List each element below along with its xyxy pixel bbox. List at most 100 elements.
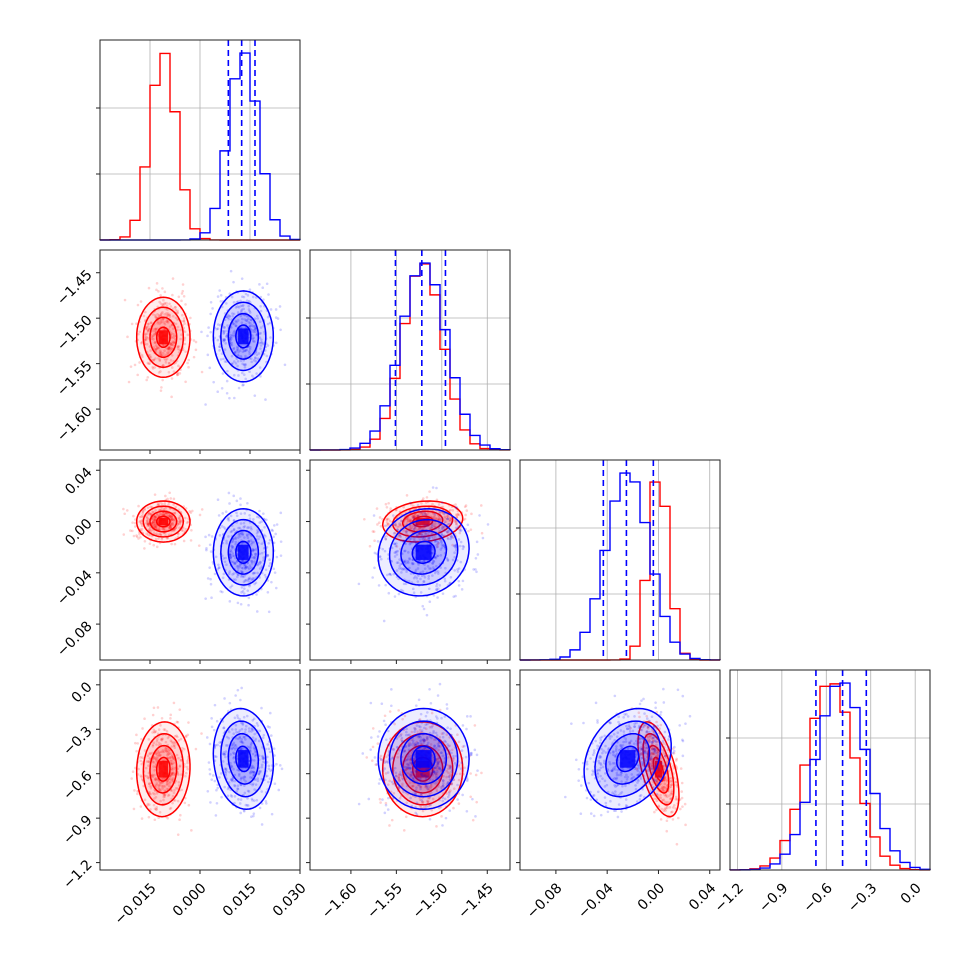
scatter-point bbox=[218, 534, 222, 537]
scatter-point bbox=[216, 338, 220, 342]
scatter-point bbox=[239, 776, 243, 780]
scatter-point bbox=[446, 763, 449, 767]
scatter-point bbox=[668, 806, 672, 809]
scatter-point bbox=[206, 353, 210, 357]
scatter-point bbox=[270, 812, 274, 816]
scatter-point bbox=[172, 761, 176, 764]
scatter-point bbox=[607, 747, 610, 750]
scatter-point bbox=[432, 524, 436, 528]
scatter-point bbox=[436, 545, 439, 548]
scatter-point bbox=[166, 347, 170, 351]
scatter-point bbox=[423, 739, 426, 743]
scatter-point bbox=[391, 797, 395, 800]
scatter-point bbox=[252, 766, 256, 770]
scatter-point bbox=[247, 321, 251, 324]
scatter-point bbox=[436, 761, 440, 764]
scatter-point bbox=[373, 566, 376, 570]
scatter-point bbox=[234, 694, 237, 697]
scatter-point bbox=[445, 514, 449, 518]
scatter-point bbox=[243, 575, 246, 578]
scatter-point bbox=[147, 815, 151, 819]
scatter-point bbox=[187, 721, 190, 724]
scatter-point bbox=[252, 325, 255, 328]
scatter-point bbox=[409, 757, 412, 760]
scatter-point bbox=[653, 749, 657, 753]
scatter-point bbox=[663, 793, 666, 796]
scatter-point bbox=[411, 562, 414, 566]
scatter-point bbox=[230, 795, 234, 798]
scatter-point bbox=[220, 525, 224, 528]
scatter-point bbox=[229, 794, 233, 797]
scatter-point bbox=[225, 735, 229, 739]
scatter-point bbox=[610, 769, 614, 773]
scatter-point bbox=[361, 752, 365, 755]
scatter-point bbox=[147, 322, 151, 326]
scatter-point bbox=[408, 773, 412, 777]
scatter-point bbox=[412, 591, 416, 595]
scatter-point bbox=[416, 514, 420, 518]
scatter-point bbox=[170, 755, 174, 759]
scatter-point bbox=[669, 791, 673, 795]
scatter-point bbox=[169, 717, 172, 720]
scatter-point bbox=[639, 746, 643, 749]
scatter-point bbox=[393, 531, 397, 535]
scatter-point bbox=[419, 785, 423, 789]
scatter-point bbox=[679, 767, 683, 770]
scatter-point bbox=[244, 565, 248, 568]
scatter-point bbox=[420, 533, 424, 537]
scatter-point bbox=[257, 537, 260, 541]
scatter-point bbox=[438, 518, 442, 521]
scatter-point bbox=[444, 520, 448, 524]
scatter-point bbox=[240, 586, 244, 589]
scatter-point bbox=[428, 490, 431, 493]
scatter-point bbox=[217, 514, 221, 517]
scatter-point bbox=[227, 519, 231, 522]
scatter-point bbox=[156, 346, 160, 350]
scatter-point bbox=[392, 747, 395, 751]
scatter-point bbox=[265, 282, 269, 286]
scatter-point bbox=[385, 517, 389, 521]
scatter-point bbox=[384, 723, 387, 727]
scatter-point bbox=[385, 755, 388, 759]
scatter-point bbox=[256, 777, 260, 780]
scatter-point bbox=[205, 736, 209, 739]
scatter-point bbox=[419, 785, 423, 789]
scatter-point bbox=[138, 520, 141, 524]
scatter-point bbox=[161, 303, 165, 307]
scatter-point bbox=[436, 554, 440, 558]
scatter-point bbox=[222, 526, 226, 529]
scatter-point bbox=[405, 570, 408, 574]
scatter-point bbox=[272, 524, 276, 527]
scatter-point bbox=[651, 752, 654, 756]
scatter-point bbox=[596, 772, 600, 776]
scatter-point bbox=[231, 545, 234, 548]
scatter-point bbox=[393, 523, 397, 526]
scatter-point bbox=[453, 569, 457, 572]
scatter-point bbox=[423, 563, 426, 566]
scatter-point bbox=[393, 722, 396, 726]
scatter-point bbox=[242, 295, 246, 299]
scatter-point bbox=[231, 552, 235, 555]
scatter-point bbox=[234, 562, 237, 565]
scatter-point bbox=[140, 341, 143, 345]
scatter-point bbox=[170, 331, 173, 335]
scatter-point bbox=[163, 728, 167, 732]
scatter-point bbox=[407, 766, 410, 769]
scatter-point bbox=[216, 390, 220, 393]
scatter-point bbox=[154, 795, 158, 799]
scatter-point bbox=[242, 809, 246, 813]
scatter-point bbox=[406, 559, 410, 563]
scatter-point bbox=[232, 494, 236, 498]
scatter-point bbox=[619, 773, 623, 777]
scatter-point bbox=[435, 825, 438, 828]
scatter-point bbox=[443, 516, 446, 520]
scatter-point bbox=[229, 761, 232, 765]
scatter-point bbox=[224, 744, 228, 747]
scatter-point bbox=[158, 753, 161, 757]
scatter-point bbox=[637, 726, 641, 730]
scatter-point bbox=[415, 724, 419, 727]
scatter-point bbox=[144, 337, 148, 340]
scatter-point bbox=[149, 512, 153, 516]
scatter-point bbox=[175, 720, 179, 724]
scatter-point bbox=[650, 764, 653, 767]
